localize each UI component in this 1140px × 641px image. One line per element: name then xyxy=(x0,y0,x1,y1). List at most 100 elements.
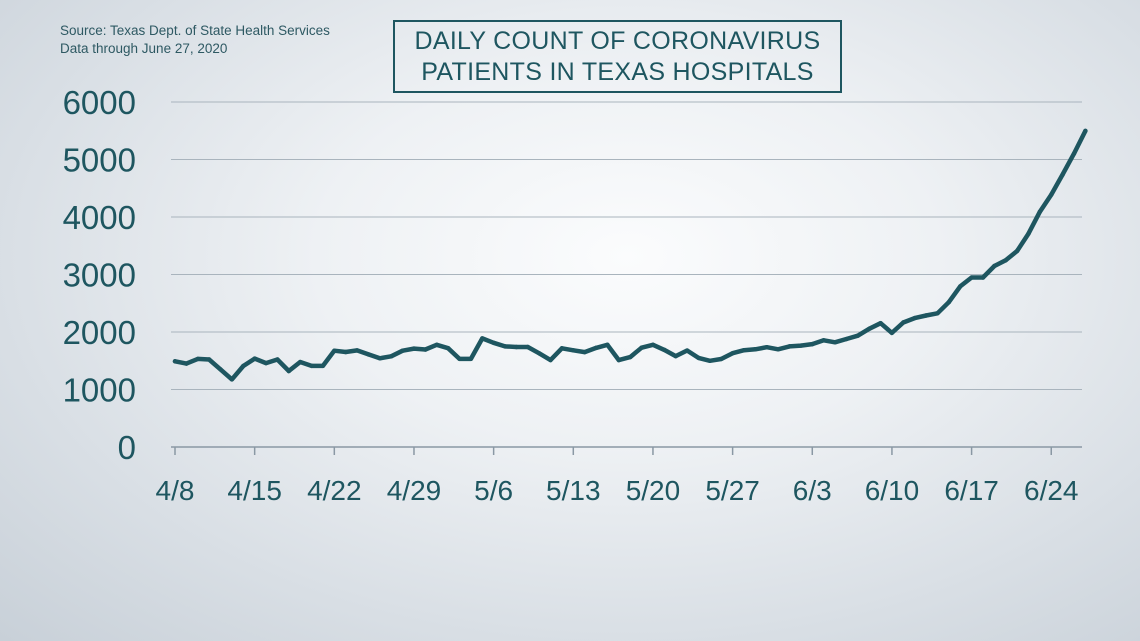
data-point xyxy=(741,348,747,353)
data-point xyxy=(218,367,223,372)
y-tick-label: 2000 xyxy=(63,314,136,351)
data-point xyxy=(184,361,189,366)
data-point xyxy=(1071,151,1077,156)
data-point xyxy=(445,346,451,351)
data-point xyxy=(639,345,644,350)
data-point xyxy=(980,275,986,280)
data-point xyxy=(616,357,622,363)
data-point xyxy=(343,349,348,355)
data-point xyxy=(468,356,474,362)
x-tick-label: 6/3 xyxy=(793,475,832,506)
y-tick-label: 0 xyxy=(118,429,136,466)
data-point xyxy=(229,377,235,382)
data-point xyxy=(753,347,758,352)
data-point xyxy=(206,357,212,362)
data-point xyxy=(821,338,826,343)
data-point xyxy=(992,263,997,269)
data-date-line: Data through June 27, 2020 xyxy=(60,41,228,56)
data-point xyxy=(320,363,326,369)
data-point xyxy=(252,356,257,361)
x-axis-ticks: 4/8 4/15 4/22 4/29 5/6 5/13 5/20 5/27 6/3 6/10 6/1… xyxy=(156,475,1079,506)
grid-lines xyxy=(171,101,1082,390)
series-line xyxy=(172,128,1088,382)
series-group xyxy=(172,128,1088,382)
data-point xyxy=(798,343,804,348)
data-point xyxy=(502,344,508,349)
data-point xyxy=(1060,172,1065,177)
data-point xyxy=(696,355,701,361)
data-point xyxy=(1003,258,1008,263)
data-point xyxy=(1049,192,1054,197)
data-point xyxy=(889,330,895,336)
y-tick-label: 6000 xyxy=(63,84,136,121)
data-point xyxy=(480,336,485,341)
data-point xyxy=(377,356,383,361)
data-point xyxy=(684,348,690,353)
y-tick-label: 1000 xyxy=(63,372,136,409)
data-point xyxy=(832,340,838,345)
x-tick-label: 4/22 xyxy=(307,475,362,506)
x-tick-label: 6/24 xyxy=(1024,475,1079,506)
chart-title-line-1: DAILY COUNT OF CORONAVIRUS xyxy=(414,26,821,55)
data-point xyxy=(912,315,917,321)
data-point xyxy=(548,357,553,363)
data-point xyxy=(707,358,713,363)
x-tick-label: 5/13 xyxy=(546,475,601,506)
data-point xyxy=(491,340,496,346)
y-axis-ticks: 0 1000 2000 3000 4000 5000 6000 xyxy=(63,84,136,466)
data-point xyxy=(719,356,724,362)
data-point xyxy=(969,275,974,280)
y-tick-label: 3000 xyxy=(63,257,136,294)
data-point xyxy=(571,348,576,353)
data-point xyxy=(400,348,405,353)
data-point xyxy=(241,363,246,369)
data-point xyxy=(172,359,178,364)
data-point xyxy=(764,345,769,350)
data-point xyxy=(593,345,599,351)
x-tick-label: 4/15 xyxy=(227,475,282,506)
chart-title-box: DAILY COUNT OF CORONAVIRUS PATIENTS IN T… xyxy=(393,20,842,93)
data-point xyxy=(263,360,269,366)
data-point xyxy=(605,342,610,347)
x-tick-label: 5/20 xyxy=(626,475,681,506)
data-point xyxy=(434,342,439,347)
data-point xyxy=(946,300,952,305)
data-point xyxy=(628,354,633,360)
data-point xyxy=(559,346,565,351)
data-point xyxy=(366,352,371,357)
data-point xyxy=(787,344,792,349)
chart-title-line-2: PATIENTS IN TEXAS HOSPITALS xyxy=(421,57,814,86)
data-point xyxy=(844,336,849,342)
data-point xyxy=(536,351,542,356)
data-point xyxy=(1014,248,1020,254)
data-point xyxy=(423,347,428,352)
source-note: Source: Texas Dept. of State Health Serv… xyxy=(60,22,330,58)
data-point xyxy=(662,347,667,353)
x-tick-label: 6/10 xyxy=(865,475,920,506)
data-point xyxy=(650,342,656,347)
data-point xyxy=(195,356,200,362)
source-line: Source: Texas Dept. of State Health Serv… xyxy=(60,23,330,38)
data-point xyxy=(514,344,519,350)
data-point xyxy=(935,311,940,316)
data-point xyxy=(1026,231,1031,236)
data-point xyxy=(1083,128,1088,134)
data-point xyxy=(810,341,815,347)
data-point xyxy=(923,313,929,318)
data-point xyxy=(1037,209,1043,214)
x-tick-label: 6/17 xyxy=(944,475,999,506)
x-axis xyxy=(171,446,1082,455)
data-point xyxy=(389,354,394,359)
data-point xyxy=(775,347,781,352)
data-point xyxy=(297,359,303,365)
data-point xyxy=(275,357,280,362)
data-point xyxy=(855,333,860,338)
data-point xyxy=(582,349,587,355)
x-tick-label: 5/6 xyxy=(474,475,513,506)
y-tick-label: 5000 xyxy=(63,142,136,179)
x-tick-label: 4/29 xyxy=(387,475,442,506)
data-point xyxy=(286,368,291,374)
data-point xyxy=(901,320,906,325)
x-tick-label: 4/8 xyxy=(156,475,195,506)
